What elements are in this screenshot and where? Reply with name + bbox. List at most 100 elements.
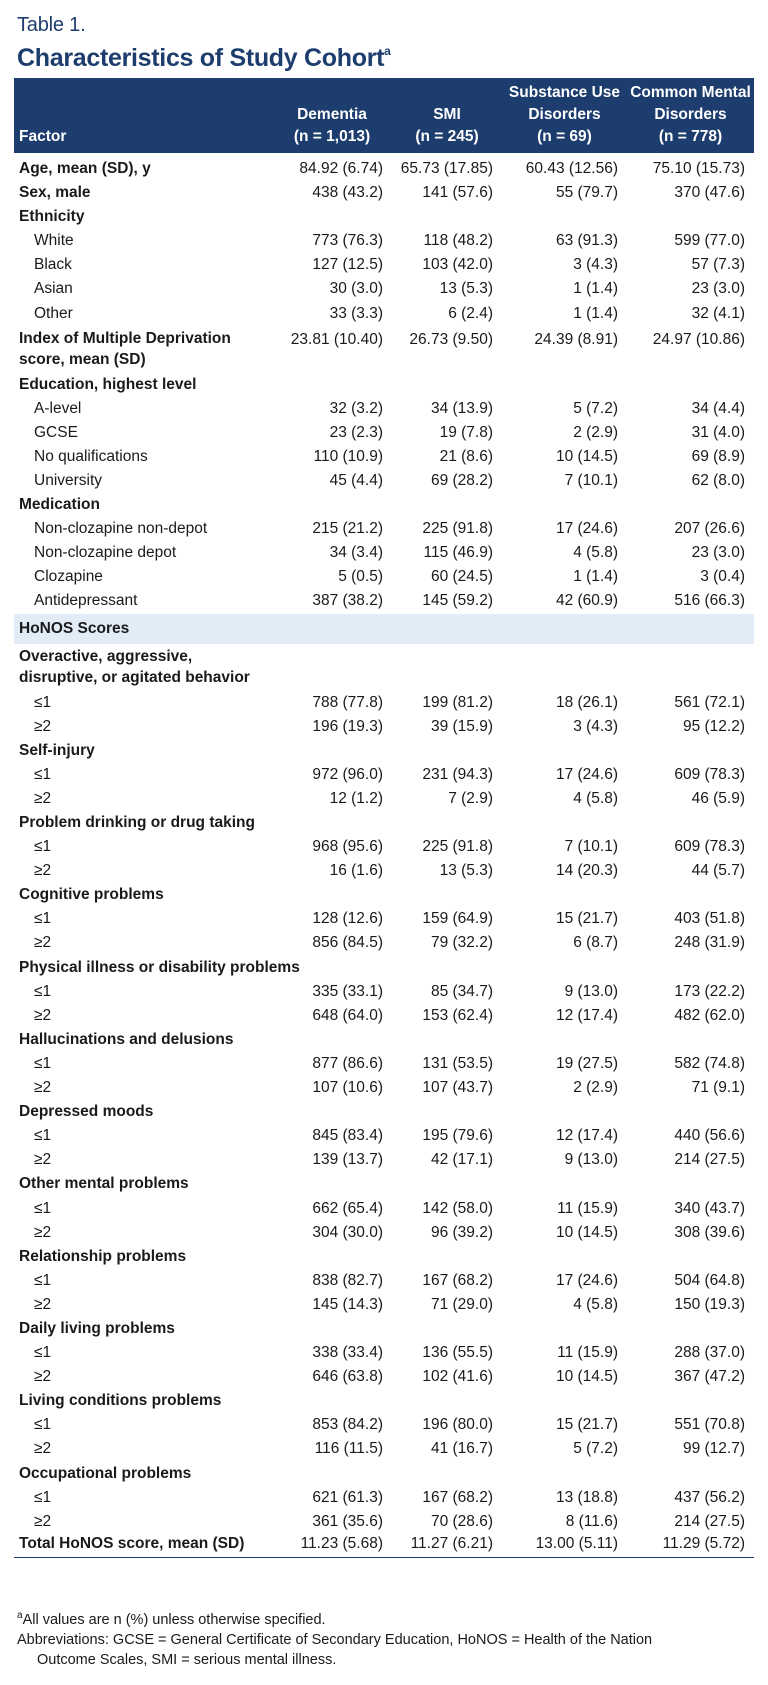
row-label: Medication <box>19 496 100 514</box>
cell-value: 102 (41.6) <box>422 1368 493 1386</box>
cell-value: 972 (96.0) <box>312 765 383 783</box>
row-sublabel: ≥2 <box>34 1295 52 1313</box>
cell-value: 60.43 (12.56) <box>525 160 618 177</box>
characteristics-table: Factor Dementia (n = 1,013) SMI (n = 245) Su… <box>14 78 754 1559</box>
table-row: ≥2 139 (13.7) 42 (17.1) 9 (13.0) 214 (27.5) <box>14 1148 754 1172</box>
cell-value <box>627 373 754 397</box>
cell-value: 71 (9.1) <box>691 1079 745 1097</box>
cell-value <box>502 493 627 517</box>
cell-value: 11.23 (5.68) <box>272 1533 392 1559</box>
cell-value: 4 (5.8) <box>573 789 618 807</box>
cell-value <box>502 1028 627 1052</box>
cell-value: 69 (28.2) <box>430 471 493 489</box>
cell-value <box>627 1389 754 1413</box>
table-row: Non-clozapine depot 34 (3.4) 115 (46.9) 4 (… <box>14 541 754 565</box>
cell-value: 173 (22.2) <box>674 982 745 1000</box>
table-row: ≥2 856 (84.5) 79 (32.2) 6 (8.7) 248 (31.9) <box>14 931 754 955</box>
row-label: Occupational problems <box>19 1464 192 1482</box>
cell-value: 13 (5.3) <box>439 862 493 880</box>
footnote-marker: a <box>17 1610 23 1621</box>
cell-value <box>392 883 502 907</box>
row-sublabel: ≥2 <box>34 789 52 807</box>
cell-value <box>272 493 392 517</box>
cell-value: 128 (12.6) <box>312 910 383 928</box>
cell-value: 838 (82.7) <box>312 1271 383 1289</box>
cell-value: 167 (68.2) <box>422 1271 493 1289</box>
cell-value: 3 (4.3) <box>573 256 618 274</box>
table-row: Antidepressant 387 (38.2) 145 (59.2) 42 (60… <box>14 589 754 613</box>
table-row: Occupational problems <box>14 1462 754 1486</box>
cell-value: 75.10 (15.73) <box>652 160 745 177</box>
cell-value: 1 (1.4) <box>573 568 618 586</box>
cell-value: 139 (13.7) <box>312 1151 383 1169</box>
cell-value <box>272 883 392 907</box>
row-sublabel: ≥2 <box>34 862 52 880</box>
header-column-name-line: Substance Use <box>508 84 621 101</box>
cell-value <box>272 373 392 397</box>
cell-value: 19 (27.5) <box>555 1054 618 1072</box>
cell-value: 9 (13.0) <box>564 1151 618 1169</box>
cell-value: 167 (68.2) <box>422 1488 493 1506</box>
table-row: Black 127 (12.5) 103 (42.0) 3 (4.3) 57 (7.3) <box>14 253 754 277</box>
cell-value: 621 (61.3) <box>312 1488 383 1506</box>
section-row: HoNOS Scores <box>14 613 754 644</box>
abbreviations-line-2: Outcome Scales, SMI = serious mental ill… <box>37 1651 337 1668</box>
cell-value: 85 (34.7) <box>430 982 493 1000</box>
cell-value <box>627 739 754 763</box>
cell-value: 7 (2.9) <box>448 789 493 807</box>
cell-value: 335 (33.1) <box>312 982 383 1000</box>
table-row: ≥2 12 (1.2) 7 (2.9) 4 (5.8) 46 (5.9) <box>14 787 754 811</box>
table-row: No qualifications 110 (10.9) 21 (8.6) 10 (1… <box>14 445 754 469</box>
cell-value <box>392 493 502 517</box>
row-sublabel: Antidepressant <box>34 592 138 610</box>
cell-value: 10 (14.5) <box>555 1368 618 1386</box>
table-body: Age, mean (SD), y 84.92 (6.74) 65.73 (17.8… <box>14 153 754 1559</box>
row-sublabel: Black <box>34 256 72 274</box>
cell-value: 845 (83.4) <box>312 1127 383 1145</box>
cell-value: 308 (39.6) <box>674 1223 745 1241</box>
table-row: Hallucinations and delusions <box>14 1028 754 1052</box>
cell-value <box>627 493 754 517</box>
cell-value: 23.81 (10.40) <box>290 330 383 348</box>
cell-value <box>272 739 392 763</box>
cell-value: 23 (3.0) <box>691 280 745 298</box>
cell-value: 107 (10.6) <box>312 1079 383 1097</box>
row-sublabel: ≥2 <box>34 1151 52 1169</box>
cell-value: 24.97 (10.86) <box>652 330 745 348</box>
header-column-1: Dementia (n = 1,013) <box>272 78 392 153</box>
row-sublabel: ≥2 <box>34 717 52 735</box>
cell-value: 23 (2.3) <box>329 423 383 441</box>
table-row: Asian 30 (3.0) 13 (5.3) 1 (1.4) 23 (3.0) <box>14 277 754 301</box>
cell-value: 225 (91.8) <box>422 838 493 856</box>
cell-value: 11.27 (6.21) <box>392 1533 502 1559</box>
cell-value: 153 (62.4) <box>422 1006 493 1024</box>
row-sublabel: Non-clozapine non-depot <box>34 520 208 538</box>
table-row: ≤1 838 (82.7) 167 (68.2) 17 (24.6) 504 (64.8… <box>14 1269 754 1293</box>
cell-value: 9 (13.0) <box>564 982 618 1000</box>
cell-value: 338 (33.4) <box>312 1344 383 1362</box>
cell-value <box>272 1028 392 1052</box>
cell-value: 196 (19.3) <box>312 717 383 735</box>
cell-value: 142 (58.0) <box>422 1199 493 1217</box>
cell-value: 127 (12.5) <box>312 256 383 274</box>
cell-value: 646 (63.8) <box>312 1368 383 1386</box>
cell-value <box>392 373 502 397</box>
cell-value: 340 (43.7) <box>674 1199 745 1217</box>
row-label: Problem drinking or drug taking <box>19 814 255 832</box>
table-row: ≤1 968 (95.6) 225 (91.8) 7 (10.1) 609 (78.3) <box>14 835 754 859</box>
cell-value: 662 (65.4) <box>312 1199 383 1217</box>
cell-value: 39 (15.9) <box>430 717 493 735</box>
cell-value <box>392 1028 502 1052</box>
cell-value <box>392 811 502 835</box>
row-sublabel: Non-clozapine depot <box>34 544 177 562</box>
table-row: ≤1 335 (33.1) 85 (34.7) 9 (13.0) 173 (22.2) <box>14 980 754 1004</box>
row-sublabel: GCSE <box>34 423 78 441</box>
cell-value: 23 (3.0) <box>691 544 745 562</box>
header-column-name-line: SMI <box>433 106 461 123</box>
row-sublabel: ≥2 <box>34 1368 52 1386</box>
cell-value: 8 (11.6) <box>565 1512 618 1530</box>
table-row: ≤1 788 (77.8) 199 (81.2) 18 (26.1) 561 (72.1… <box>14 691 754 715</box>
cell-value: 11 (15.9) <box>557 1344 618 1362</box>
cell-value: 32 (3.2) <box>329 399 383 417</box>
row-sublabel: White <box>34 232 74 250</box>
